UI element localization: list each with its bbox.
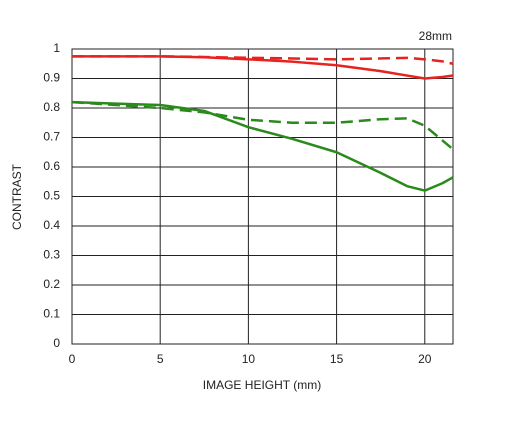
y-tick-label: 0.6 [43,159,60,173]
y-tick-label: 0.4 [43,218,60,232]
mtf-line [72,55,454,65]
x-tick-label: 15 [330,352,344,366]
x-tick-label: 20 [418,352,432,366]
x-axis-label: IMAGE HEIGHT (mm) [203,378,321,392]
y-tick-label: 0.9 [43,71,60,85]
y-tick-label: 0.7 [43,130,60,144]
y-tick-label: 0 [53,336,60,350]
y-tick-label: 1 [53,41,60,55]
y-tick-label: 0.5 [43,189,60,203]
mtf-line [72,55,454,80]
chart-title: 28mm [419,29,452,43]
y-axis-label: CONTRAST [10,163,24,230]
y-tick-label: 0.3 [43,248,60,262]
plot-frame [71,48,454,345]
x-tick-label: 5 [157,352,164,366]
y-tick-label: 0.2 [43,277,60,291]
y-tick-label: 0.8 [43,100,60,114]
mtf-line [71,100,454,192]
mtf-line [71,100,454,151]
y-tick-label: 0.1 [43,307,60,321]
x-tick-label: 10 [242,352,256,366]
x-tick-label: 0 [69,352,76,366]
